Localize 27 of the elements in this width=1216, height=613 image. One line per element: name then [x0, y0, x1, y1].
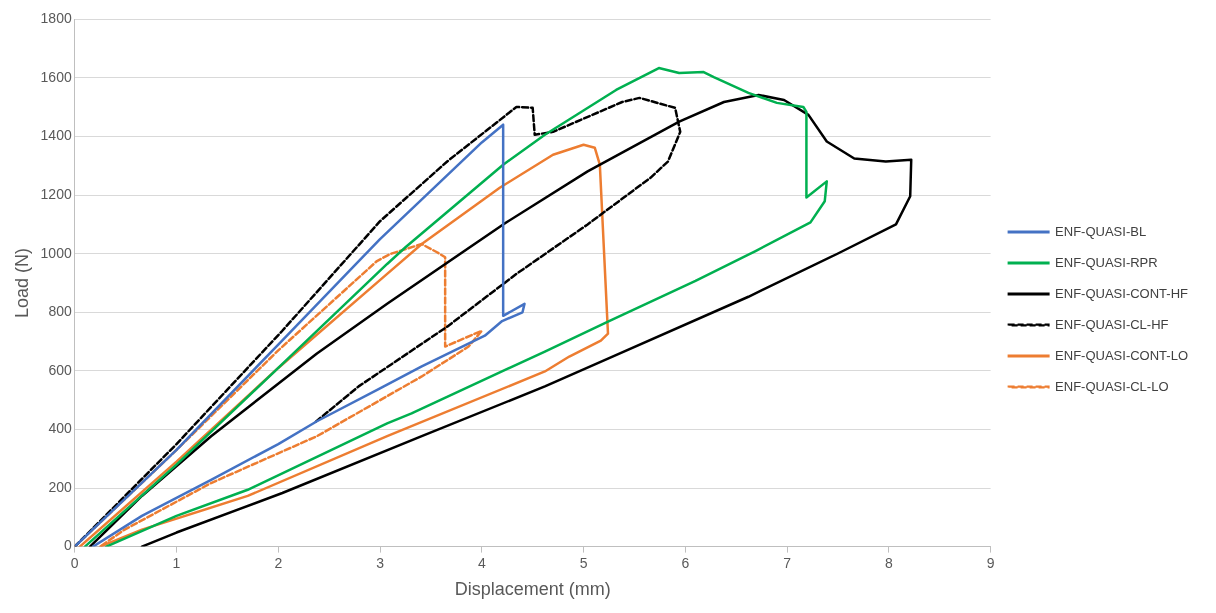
y-tick-label: 200: [48, 478, 72, 495]
legend-label: ENF-QUASI-RPR: [1055, 254, 1158, 270]
legend-label: ENF-QUASI-CL-LO: [1055, 378, 1169, 394]
y-tick-label: 600: [48, 361, 72, 378]
y-tick-label: 1400: [40, 127, 72, 144]
y-axis-title: Load (N): [11, 247, 32, 319]
y-tick-label: 400: [48, 420, 72, 437]
y-tick-label: 1000: [40, 244, 72, 261]
x-tick-label: 4: [477, 554, 486, 571]
x-tick-label: 8: [884, 554, 893, 571]
x-tick-label: 1: [172, 554, 181, 571]
legend-label: ENF-QUASI-CONT-HF: [1055, 285, 1189, 301]
y-tick-label: 0: [63, 537, 72, 554]
x-tick-label: 3: [376, 554, 385, 571]
y-tick-label: 1200: [40, 185, 72, 202]
x-tick-label: 2: [274, 554, 283, 571]
x-tick-label: 6: [681, 554, 690, 571]
x-axis-title: Displacement (mm): [454, 579, 611, 600]
x-tick-label: 7: [783, 554, 792, 571]
y-tick-label: 800: [48, 303, 72, 320]
legend-label: ENF-QUASI-CONT-LO: [1055, 347, 1189, 363]
y-tick-label: 1800: [40, 10, 72, 27]
legend-label: ENF-QUASI-CL-HF: [1055, 316, 1169, 332]
x-tick-label: 5: [579, 554, 588, 571]
legend-label: ENF-QUASI-BL: [1055, 223, 1147, 239]
x-tick-label: 9: [986, 554, 995, 571]
y-tick-label: 1600: [40, 68, 72, 85]
